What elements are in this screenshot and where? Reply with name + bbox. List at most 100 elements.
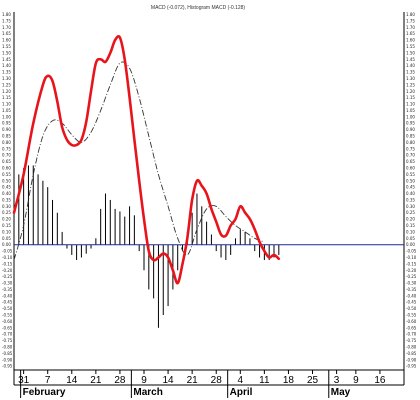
- y-tick-left-15: 1.05: [2, 108, 11, 113]
- y-tick-left-6: 1.50: [2, 50, 11, 55]
- y-tick-left-23: 0.65: [2, 159, 11, 164]
- y-tick-left-4: 1.60: [2, 38, 11, 43]
- y-tick-left-34: 0.10: [2, 229, 11, 234]
- y-tick-left-37: -0.05: [2, 249, 13, 254]
- y-tick-right-53: -0.85: [406, 351, 417, 356]
- x-tick-label-12: 25: [307, 375, 319, 386]
- y-tick-right-10: 1.30: [406, 76, 415, 81]
- y-tick-right-48: -0.60: [406, 319, 417, 324]
- y-tick-left-40: -0.20: [2, 268, 13, 273]
- x-tick-label-8: 28: [211, 375, 223, 386]
- y-tick-right-52: -0.80: [406, 344, 417, 349]
- y-tick-left-18: 0.90: [2, 127, 11, 132]
- y-tick-left-44: -0.40: [2, 293, 13, 298]
- y-tick-left-24: 0.60: [2, 165, 11, 170]
- y-tick-right-9: 1.35: [406, 70, 415, 75]
- y-tick-right-49: -0.65: [406, 325, 417, 330]
- y-tick-right-18: 0.90: [406, 127, 415, 132]
- y-tick-left-10: 1.30: [2, 76, 11, 81]
- y-tick-right-20: 0.80: [406, 140, 415, 145]
- y-tick-right-0: 1.80: [406, 12, 415, 17]
- y-tick-right-30: 0.30: [406, 204, 415, 209]
- y-tick-right-34: 0.10: [406, 229, 415, 234]
- y-tick-left-11: 1.25: [2, 82, 11, 87]
- y-tick-left-16: 1.00: [2, 114, 11, 119]
- y-tick-left-32: 0.20: [2, 217, 11, 222]
- y-tick-left-17: 0.95: [2, 121, 11, 126]
- y-tick-right-26: 0.50: [406, 178, 415, 183]
- y-tick-left-5: 1.55: [2, 44, 11, 49]
- y-tick-left-50: -0.70: [2, 332, 13, 337]
- y-tick-right-1: 1.75: [406, 18, 415, 23]
- y-tick-left-1: 1.75: [2, 18, 11, 23]
- y-tick-left-41: -0.25: [2, 274, 13, 279]
- y-tick-right-14: 1.10: [406, 102, 415, 107]
- x-tick-label-7: 21: [187, 375, 199, 386]
- y-tick-right-54: -0.90: [406, 357, 417, 362]
- y-tick-left-14: 1.10: [2, 102, 11, 107]
- x-tick-label-1: 7: [45, 375, 51, 386]
- y-tick-right-17: 0.95: [406, 121, 415, 126]
- y-tick-left-21: 0.75: [2, 146, 11, 151]
- x-tick-label-14: 9: [353, 375, 359, 386]
- y-tick-left-31: 0.25: [2, 210, 11, 215]
- month-label-3: May: [331, 387, 351, 398]
- y-tick-right-37: -0.05: [406, 249, 417, 254]
- y-tick-right-47: -0.55: [406, 313, 417, 318]
- x-tick-label-11: 18: [283, 375, 295, 386]
- y-tick-right-41: -0.25: [406, 274, 417, 279]
- y-tick-right-44: -0.40: [406, 293, 417, 298]
- y-tick-left-47: -0.55: [2, 313, 13, 318]
- y-tick-left-45: -0.45: [2, 300, 13, 305]
- y-tick-right-3: 1.65: [406, 31, 415, 36]
- signal-line: [13, 61, 265, 261]
- y-tick-right-39: -0.15: [406, 261, 417, 266]
- y-tick-left-19: 0.85: [2, 134, 11, 139]
- y-tick-right-16: 1.00: [406, 114, 415, 119]
- y-tick-left-43: -0.35: [2, 287, 13, 292]
- month-label-0: February: [23, 387, 66, 398]
- y-tick-left-8: 1.40: [2, 63, 11, 68]
- y-tick-left-55: -0.95: [2, 364, 13, 369]
- x-tick-label-3: 21: [90, 375, 102, 386]
- y-tick-left-46: -0.50: [2, 306, 13, 311]
- x-tick-label-0: 31: [18, 375, 30, 386]
- plot-frame: [13, 12, 405, 386]
- y-tick-right-2: 1.70: [406, 25, 415, 30]
- y-tick-left-39: -0.15: [2, 261, 13, 266]
- y-tick-right-8: 1.40: [406, 63, 415, 68]
- y-tick-left-29: 0.35: [2, 197, 11, 202]
- y-tick-left-35: 0.05: [2, 236, 11, 241]
- y-tick-left-22: 0.70: [2, 153, 11, 158]
- y-tick-left-20: 0.80: [2, 140, 11, 145]
- y-tick-left-51: -0.75: [2, 338, 13, 343]
- y-tick-left-53: -0.85: [2, 351, 13, 356]
- y-tick-right-55: -0.95: [406, 364, 417, 369]
- y-tick-right-50: -0.70: [406, 332, 417, 337]
- y-tick-left-9: 1.35: [2, 70, 11, 75]
- y-tick-right-42: -0.30: [406, 281, 417, 286]
- y-tick-left-49: -0.65: [2, 325, 13, 330]
- y-tick-right-19: 0.85: [406, 134, 415, 139]
- x-tick-label-4: 28: [114, 375, 126, 386]
- y-tick-left-28: 0.40: [2, 191, 11, 196]
- y-tick-left-36: 0.00: [2, 242, 11, 247]
- y-tick-left-3: 1.65: [2, 31, 11, 36]
- x-axis: 31 7 14 21 28 9 14 21 28 4 11 18 25 3 9 16 February March…: [18, 370, 386, 398]
- y-tick-right-11: 1.25: [406, 82, 415, 87]
- y-tick-right-46: -0.50: [406, 306, 417, 311]
- y-tick-right-51: -0.75: [406, 338, 417, 343]
- y-tick-right-40: -0.20: [406, 268, 417, 273]
- y-tick-left-33: 0.15: [2, 223, 11, 228]
- y-tick-right-22: 0.70: [406, 153, 415, 158]
- y-tick-right-4: 1.60: [406, 38, 415, 43]
- y-tick-right-15: 1.05: [406, 108, 415, 113]
- y-tick-right-35: 0.05: [406, 236, 415, 241]
- month-label-2: April: [230, 387, 253, 398]
- chart-title: MACD (-0.072), Histogram MACD (-0.128): [151, 5, 246, 11]
- y-tick-left-54: -0.90: [2, 357, 13, 362]
- y-tick-right-24: 0.60: [406, 165, 415, 170]
- y-tick-right-6: 1.50: [406, 50, 415, 55]
- y-tick-right-43: -0.35: [406, 287, 417, 292]
- y-tick-right-13: 1.15: [406, 95, 415, 100]
